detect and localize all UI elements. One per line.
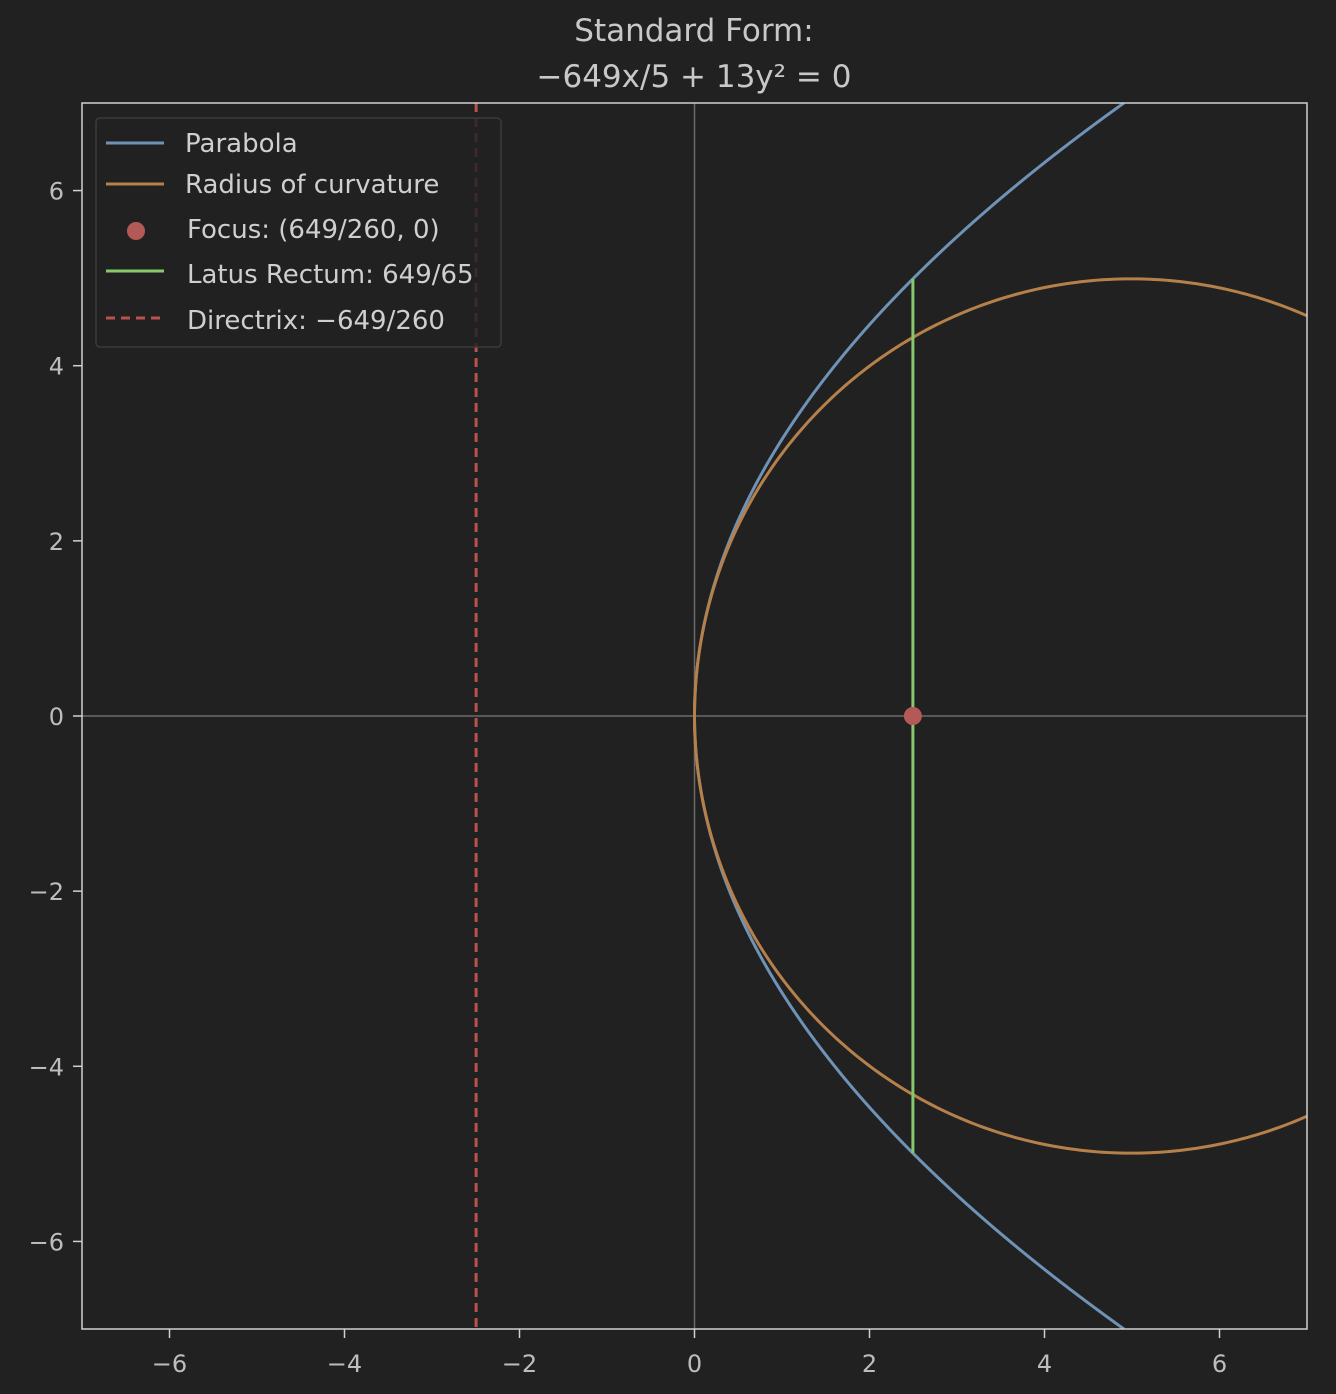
y-tick-label: 0 [49, 703, 64, 731]
axis-ticks: −6 −4 −2 0 2 4 6 −6 −4 −2 0 2 4 6 [29, 178, 1228, 1378]
y-tick-label: 4 [49, 353, 64, 381]
plot-frame [81, 102, 1308, 1330]
y-tick-label: −6 [29, 1228, 64, 1256]
x-tick-label: 4 [1037, 1350, 1052, 1378]
curvature-circle [692, 277, 1307, 1155]
legend-label-latus-rectum: Latus Rectum: 649/65 [187, 260, 474, 290]
x-tick-label: −2 [502, 1350, 537, 1378]
y-tick-label: 6 [49, 178, 64, 206]
legend-label-parabola: Parabola [185, 129, 298, 159]
y-tick-label: 2 [49, 528, 64, 556]
y-tick-label: −2 [29, 878, 64, 906]
legend-box [95, 117, 502, 348]
x-tick-label: −4 [327, 1350, 362, 1378]
chart-title-line-1: Standard Form: [574, 13, 813, 49]
x-tick-label: 2 [862, 1350, 877, 1378]
focus-point [903, 707, 922, 725]
chart-title-line-2: −649x/5 + 13y² = 0 [537, 59, 852, 95]
legend-label-curvature: Radius of curvature [185, 170, 439, 200]
legend-label-directrix: Directrix: −649/260 [187, 306, 445, 336]
legend: Parabola Radius of curvature Focus: (649… [95, 117, 502, 348]
x-tick-label: 6 [1212, 1350, 1227, 1378]
x-tick-label: −6 [152, 1350, 187, 1378]
y-tick-label: −4 [29, 1053, 64, 1081]
legend-swatch-focus [127, 222, 145, 240]
legend-label-focus: Focus: (649/260, 0) [187, 215, 440, 245]
plot-layer [82, 103, 1307, 1329]
x-tick-label: 0 [687, 1350, 702, 1378]
